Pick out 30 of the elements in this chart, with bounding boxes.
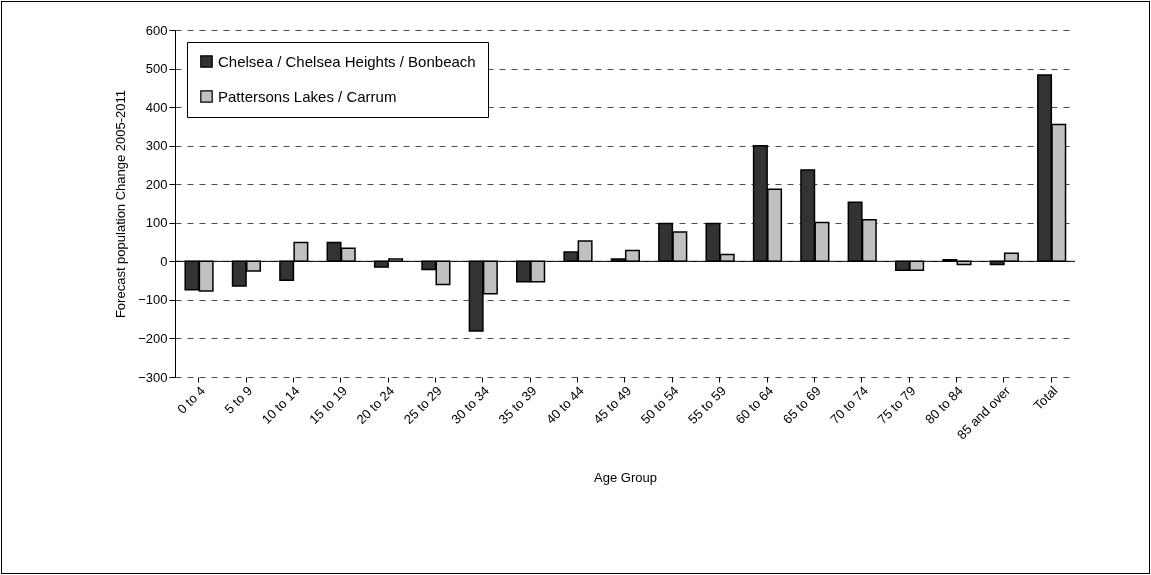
y-tick-label: 300 — [145, 138, 168, 154]
y-tick-label: −200 — [138, 330, 168, 346]
x-tick-label: 0 to 4 — [174, 383, 208, 417]
x-tick-label: 50 to 54 — [637, 383, 682, 427]
x-tick-label: 55 to 59 — [685, 383, 729, 427]
legend-label: Chelsea / Chelsea Heights / Bonbeach — [218, 52, 476, 70]
x-tick-label: 75 to 79 — [874, 383, 919, 427]
x-tick-label: 20 to 24 — [353, 383, 398, 427]
y-tick-label: −300 — [138, 369, 168, 385]
y-tick-label: −100 — [138, 292, 168, 308]
x-axis-title: Age Group — [594, 470, 657, 486]
x-tick-label: 35 to 39 — [495, 383, 540, 427]
x-tick-label: 10 to 14 — [258, 383, 303, 427]
y-tick-label: 0 — [160, 253, 168, 269]
y-tick-label: 500 — [145, 61, 168, 77]
x-tick-label: 40 to 44 — [542, 383, 587, 427]
y-tick-label: 200 — [145, 176, 168, 192]
y-axis-title: Forecast population Change 2005-2011 — [113, 89, 129, 319]
y-tick-label: 600 — [145, 22, 168, 38]
x-tick-label: 15 to 19 — [306, 383, 350, 427]
x-tick-label: 60 to 64 — [732, 383, 777, 427]
y-tick-label: 100 — [145, 215, 168, 231]
x-tick-label: 45 to 49 — [590, 383, 635, 427]
legend-label: Pattersons Lakes / Carrum — [218, 87, 397, 105]
x-tick-label: 25 to 29 — [400, 383, 445, 427]
x-tick-label: 5 to 9 — [221, 383, 256, 417]
x-tick-label: 70 to 74 — [827, 383, 872, 427]
y-tick-label: 400 — [145, 99, 168, 115]
x-tick-label: 65 to 69 — [779, 383, 824, 427]
x-tick-label: 30 to 34 — [448, 383, 493, 427]
